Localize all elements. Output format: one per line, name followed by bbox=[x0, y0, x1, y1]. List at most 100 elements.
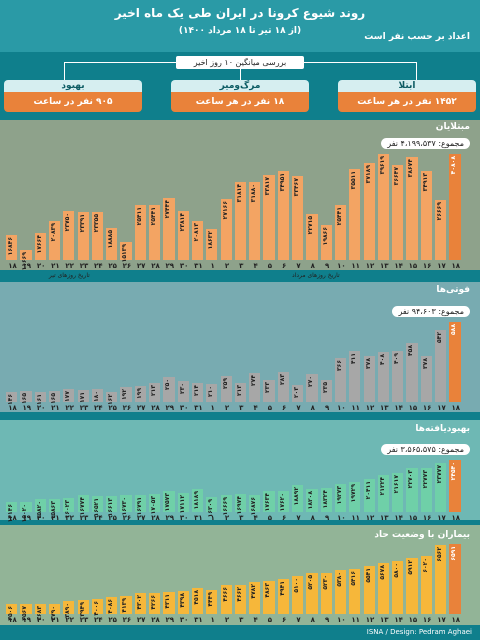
x-tick: ۲۷ bbox=[136, 514, 146, 522]
x-tick: ۱۳ bbox=[380, 404, 389, 412]
connector-line bbox=[240, 69, 241, 80]
bar-label: ۴۵۸ bbox=[407, 345, 415, 357]
bar bbox=[77, 600, 89, 614]
bar bbox=[263, 491, 275, 512]
bar-label: ۱۹۹ bbox=[135, 387, 143, 399]
x-tick: ۲۹ bbox=[165, 404, 175, 412]
bar-label: ۴۸۶۳ bbox=[264, 582, 272, 598]
bar-label: ۶۵۶۲ bbox=[436, 546, 443, 562]
bar bbox=[163, 377, 175, 402]
connector-line bbox=[64, 62, 176, 63]
x-tick: ۲۶ bbox=[122, 262, 132, 270]
bar-label: ۱۶۷۷۴ bbox=[78, 496, 86, 516]
x-tick: ۲۲ bbox=[65, 616, 74, 624]
bar-label: ۴۶۶۶ bbox=[221, 586, 229, 602]
bar bbox=[177, 590, 189, 614]
bar bbox=[134, 204, 146, 260]
chart-title: فوتی‌ها bbox=[436, 285, 470, 295]
bar-label: ۴۳۰۲ bbox=[135, 594, 143, 610]
bar bbox=[206, 497, 218, 512]
bar-label: ۳۹۶۱۹ bbox=[378, 156, 386, 175]
x-tick: ۹ bbox=[324, 514, 330, 522]
x-tick: ۱۷ bbox=[437, 404, 446, 412]
bar-label: ۲۵۴۴۱ bbox=[150, 206, 157, 226]
bar-label: ۱۸۸۸۵ bbox=[107, 230, 115, 249]
header-banner bbox=[0, 0, 480, 52]
bar-label: ۱۸۱۸۹ bbox=[192, 490, 200, 509]
bar bbox=[234, 383, 247, 402]
bar-label: ۱۶۷۹۱ bbox=[135, 496, 143, 516]
bar bbox=[349, 351, 361, 402]
bar bbox=[149, 204, 161, 260]
card-deaths: مرگ‌ومیر ۱۸ نفر در هر ساعت bbox=[171, 80, 309, 112]
x-tick: ۲۶ bbox=[122, 404, 132, 412]
x-tick: ۱۸ bbox=[8, 404, 17, 412]
x-tick: ۲۰ bbox=[36, 404, 46, 412]
card-infected: ابتلا ۱۴۵۲ نفر در هر ساعت bbox=[338, 80, 476, 112]
connector-line bbox=[304, 62, 416, 63]
bar bbox=[163, 592, 175, 614]
bar bbox=[191, 588, 204, 614]
bar-label: ۱۶۵ bbox=[49, 393, 57, 405]
bar bbox=[320, 379, 332, 402]
bar-label: ۵۸۸ bbox=[450, 324, 458, 335]
bar-label: ۱۷۷ bbox=[64, 391, 72, 403]
bar bbox=[249, 494, 261, 512]
bar bbox=[191, 221, 204, 260]
bar bbox=[20, 502, 32, 512]
bar bbox=[306, 573, 318, 614]
bar bbox=[234, 494, 247, 512]
bar-label: ۱۶۵ bbox=[21, 393, 29, 405]
bar bbox=[106, 391, 118, 402]
x-tick: ۱۶ bbox=[422, 404, 432, 412]
bar-label: ۱۶۹۷۴ bbox=[235, 496, 243, 515]
chart-title: مبتلایان bbox=[435, 122, 470, 132]
bar bbox=[106, 597, 118, 614]
bar-label: ۲۵۹ bbox=[221, 377, 229, 389]
x-tick: ۲۰ bbox=[36, 616, 46, 624]
bar-label: ۴۳۱۱ bbox=[164, 594, 172, 610]
x-tick: ۲۶ bbox=[122, 616, 132, 624]
bar bbox=[435, 544, 447, 614]
bar-label: ۵۱۰۰ bbox=[293, 577, 300, 593]
bar bbox=[292, 176, 304, 260]
bar bbox=[234, 181, 247, 260]
bar-label: ۳۷۸ bbox=[364, 358, 372, 370]
x-tick: ۱۲ bbox=[365, 616, 375, 624]
bar bbox=[120, 241, 132, 260]
units-note: اعداد بر حسب نفر است bbox=[364, 32, 470, 42]
bar-label: ۳۱۸۸۰ bbox=[250, 183, 258, 202]
x-axis-label-tir: تاریخ روزهای تیر bbox=[48, 272, 90, 279]
x-tick: ۱۸ bbox=[451, 616, 461, 624]
card-recovery-value: ۹۰۵ نفر در ساعت bbox=[4, 92, 142, 112]
bar bbox=[277, 170, 289, 260]
bar bbox=[306, 488, 318, 512]
bar-label: ۵۲۳۰ bbox=[321, 574, 329, 590]
x-tick: ۹ bbox=[324, 616, 330, 624]
bar bbox=[320, 224, 332, 260]
bar-label: ۲۱۳ bbox=[235, 385, 243, 397]
x-tick: ۱۴ bbox=[394, 262, 403, 270]
bar bbox=[377, 351, 390, 402]
bar-label: ۲۵۰ bbox=[164, 379, 172, 391]
x-tick: ۳۰ bbox=[179, 404, 189, 412]
x-tick: ۱۷ bbox=[437, 514, 446, 522]
bar-label: ۱۶۸۷۶ bbox=[250, 496, 258, 515]
x-tick: ۲۴ bbox=[94, 404, 103, 412]
bar bbox=[349, 168, 361, 260]
x-tick: ۷ bbox=[296, 262, 301, 270]
x-tick: ۳۱ bbox=[194, 616, 203, 624]
bar bbox=[334, 569, 347, 614]
x-tick: ۲۸ bbox=[151, 616, 160, 624]
bar-label: ۲۷۰ bbox=[307, 376, 315, 388]
footer-credit: ISNA / Design: Pedram Aghaei bbox=[366, 628, 472, 636]
x-tick: ۸ bbox=[310, 404, 315, 412]
x-tick: ۱۸ bbox=[451, 262, 461, 270]
bar-label: ۱۸۲۰۸ bbox=[307, 490, 315, 509]
bar bbox=[149, 593, 161, 614]
bar bbox=[191, 383, 204, 402]
x-tick: ۱ bbox=[210, 262, 215, 270]
bar-label: ۲۳۳ bbox=[264, 382, 272, 394]
bar-label: ۳۳۸۱۷ bbox=[264, 176, 272, 196]
bar-label: ۵۴۲ bbox=[436, 331, 443, 343]
